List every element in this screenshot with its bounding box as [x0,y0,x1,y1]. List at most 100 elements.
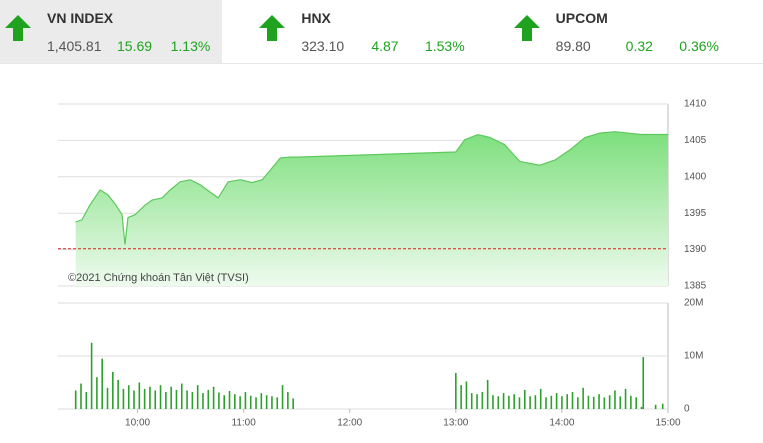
volume-bar [154,390,157,409]
index-name: VN INDEX [47,10,114,26]
volume-bar [271,396,273,409]
index-name: UPCOM [555,10,608,26]
volume-bar [143,388,146,409]
volume-bar [640,406,643,409]
up-arrow [5,15,31,41]
x-tick-label: 13:00 [443,418,468,429]
volume-bar [661,403,664,409]
volume-bar [292,398,294,409]
volume-bar [249,395,252,409]
index-percent: 1.53% [424,38,465,54]
volume-bar [165,392,167,409]
volume-bar [74,390,77,409]
index-name: HNX [301,10,331,26]
y-tick-label: 10M [684,351,703,362]
volume-bar [106,387,109,409]
volume-bar [539,388,542,409]
volume-bar [175,389,178,409]
volume-bar [550,395,553,409]
volume-bar [202,393,204,409]
volume-bar [486,379,489,409]
index-percent: 1.13% [170,38,211,54]
y-tick-label: 1385 [684,281,707,292]
index-cell: VN INDEX 1,405.81 15.69 1.13% [0,0,223,63]
volume-bar [96,377,98,409]
x-tick-label: 15:00 [655,418,680,429]
volume-bar [508,395,510,409]
volume-bar [470,393,473,409]
y-tick-label: 1405 [684,135,707,146]
volume-bar [228,390,231,409]
y-tick-label: 1395 [684,208,707,219]
volume-bar [513,394,515,409]
volume-bar [239,396,241,409]
volume-bar [598,394,600,409]
volume-bar [619,396,622,409]
index-cell: HNX 323.10 4.87 1.53% [254,0,476,63]
area-fill [75,131,669,286]
volume-bar [529,396,531,409]
y-tick-label: 0 [684,404,690,415]
volume-bar [196,385,199,409]
copyright: ©2021 Chứng khoán Tân Việt (TVSI) [68,272,249,284]
volume-bar [635,397,637,409]
volume-bar [476,394,478,409]
volume-bar [502,393,505,409]
volume-bar [608,395,611,409]
volume-bar [455,372,457,409]
up-arrow [513,15,540,41]
volume-bar [582,387,584,409]
volume-bar [654,404,657,409]
index-change: 0.32 [625,38,653,54]
volume-bar [112,371,114,409]
volume-bar [614,390,616,409]
x-tick-label: 14:00 [549,418,574,429]
volume-bar [481,392,484,409]
volume-bar [592,396,595,409]
volume-bar [133,390,135,409]
volume-bar [122,388,125,409]
volume-bar [90,342,93,409]
index-change: 4.87 [371,38,399,54]
y-tick-label: 1400 [684,171,707,182]
index-percent: 0.36% [679,38,719,54]
volume-bar [642,357,645,409]
x-tick-label: 10:00 [125,418,150,429]
volume-bar [191,392,194,409]
volume-bar [117,379,119,409]
volume-bar [265,395,268,409]
volume-bar [497,396,500,409]
volume-bar [545,397,547,409]
index-value: 323.10 [301,38,345,54]
volume-bar [577,397,579,409]
y-tick-label: 1390 [684,244,707,255]
volume-bar [603,397,606,409]
up-arrow [259,15,286,41]
y-tick-label: 1410 [684,99,707,110]
volume-bar [212,386,215,409]
volume-bar [127,385,130,409]
index-cell: UPCOM 89.80 0.32 0.36% [509,0,731,63]
volume-bar [518,397,521,409]
volume-bar [80,383,82,409]
volume-bar [260,393,263,409]
volume-bar [281,385,284,409]
volume-bar [624,388,627,409]
volume-bar [85,392,88,409]
volume-bar [492,395,494,409]
volume-bar [255,397,257,409]
x-tick-label: 12:00 [337,418,362,429]
x-tick-label: 11:00 [232,418,257,429]
index-header: VN INDEX 1,405.81 15.69 1.13% HNX 323.10 4.87 1… [0,0,763,64]
volume-bar [534,395,537,409]
volume-bar [207,389,210,409]
volume-bar [555,393,558,409]
volume-bar [566,394,569,409]
volume-bar [276,397,279,409]
volume-bar [149,386,151,409]
volume-bar [587,395,590,409]
volume-bar [287,392,289,409]
volume-bar [223,395,226,409]
